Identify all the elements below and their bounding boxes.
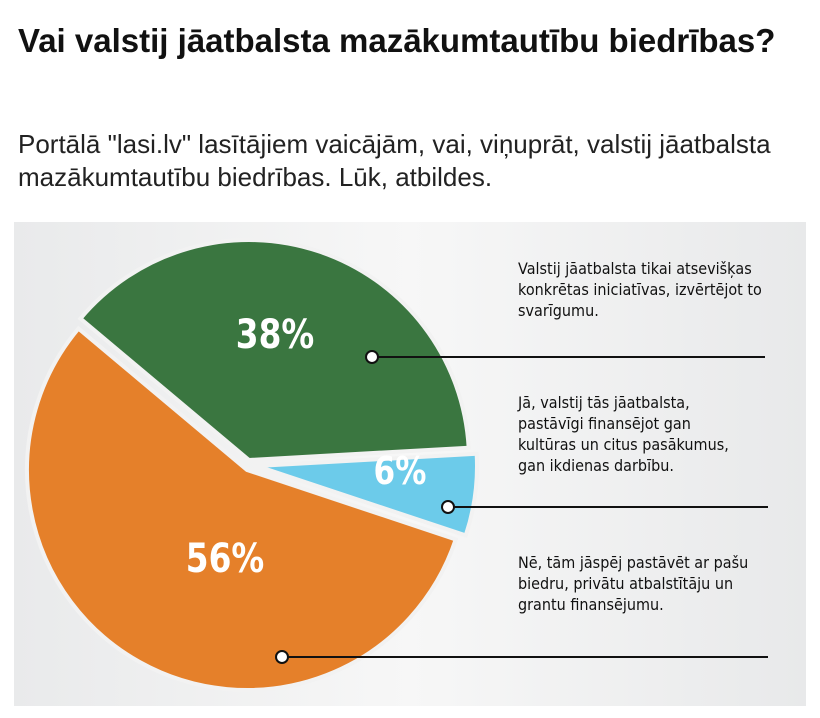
legend-label-1: Valstij jāatbalsta tikai atsevišķas konk…	[518, 259, 762, 320]
slice-value-label-3: 56%	[186, 535, 264, 582]
pie-slice-1	[77, 238, 471, 463]
legend-label-3: Nē, tām jāspēj pastāvēt ar pašu biedru, …	[518, 553, 749, 614]
leader-dot-2	[441, 500, 455, 514]
chart-subtitle: Portālā "lasi.lv" lasītājiem vaicājām, v…	[18, 129, 771, 192]
pie-slice-3	[25, 325, 459, 692]
leader-dot-1	[365, 350, 379, 364]
leader-dot-3	[275, 650, 289, 664]
chart-title: Vai valstij jāatbalsta mazākumtautību bi…	[18, 22, 776, 59]
legend-label-2: Jā, valstij tās jāatbalsta, pastāvīgi fi…	[518, 393, 729, 475]
pie-slice-2	[256, 451, 479, 538]
slice-value-label-1: 38%	[236, 311, 314, 358]
slice-value-label-2: 6%	[374, 450, 427, 494]
